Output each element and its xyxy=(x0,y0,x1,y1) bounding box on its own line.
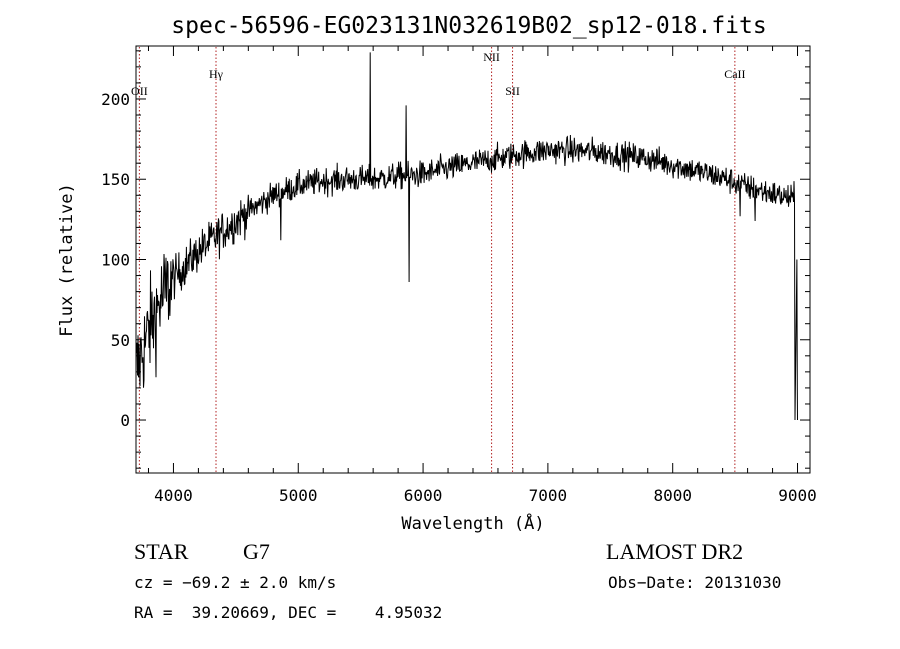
y-tick-label: 150 xyxy=(101,170,130,189)
line-marker-label: Hγ xyxy=(209,67,224,81)
subclass-label: G7 xyxy=(243,539,270,564)
x-tick-label: 6000 xyxy=(404,486,443,505)
obs-date-label: Obs−Date: 20131030 xyxy=(608,573,782,592)
y-tick-label: 50 xyxy=(111,331,130,350)
x-tick-label: 4000 xyxy=(154,486,193,505)
y-tick-label: 100 xyxy=(101,251,130,270)
x-axis-label: Wavelength (Å) xyxy=(401,512,544,534)
cz-label: cz = −69.2 ± 2.0 km/s xyxy=(134,573,337,592)
y-tick-label: 200 xyxy=(101,90,130,109)
chart-title: spec-56596-EG023131N032619B02_sp12-018.f… xyxy=(171,13,766,39)
line-marker-label: OII xyxy=(131,84,148,98)
line-marker-label: SII xyxy=(505,84,520,98)
y-tick-label: 0 xyxy=(120,411,130,430)
x-tick-label: 9000 xyxy=(778,486,817,505)
y-axis-label: Flux (relative) xyxy=(57,183,77,337)
spectrum-series xyxy=(135,52,798,421)
x-tick-label: 8000 xyxy=(653,486,692,505)
line-marker-label: CaII xyxy=(724,67,745,81)
object-class-label: STAR xyxy=(134,539,189,564)
x-tick-label: 7000 xyxy=(529,486,568,505)
plot-frame xyxy=(135,45,811,474)
coordinates-label: RA = 39.20669, DEC = 4.95032 xyxy=(134,603,443,622)
survey-label: LAMOST DR2 xyxy=(606,539,744,564)
x-tick-label: 5000 xyxy=(279,486,318,505)
line-marker-label: NII xyxy=(483,50,500,64)
